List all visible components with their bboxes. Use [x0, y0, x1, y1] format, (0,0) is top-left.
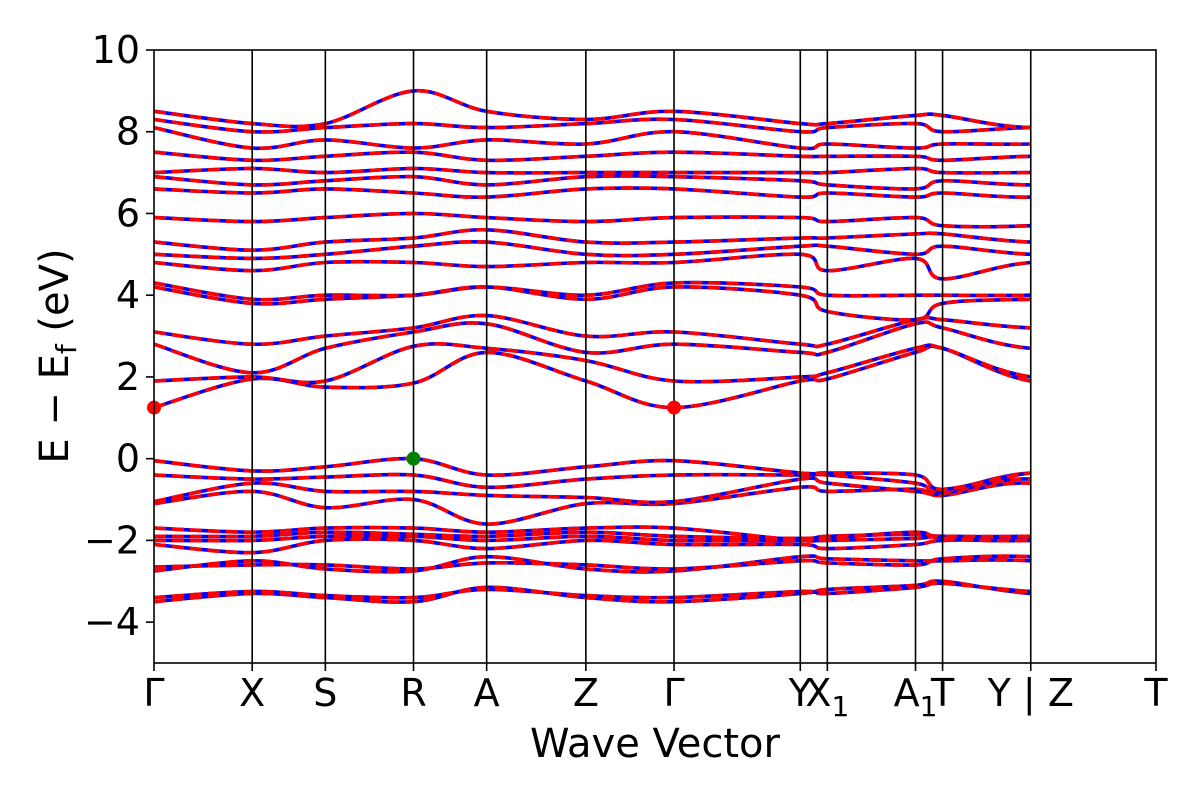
band-5-dashed — [153, 537, 1031, 555]
x-tick-label: X — [239, 671, 265, 715]
y-axis-ticks: 10 8 6 4 2 0 −2 −4 — [84, 28, 154, 644]
band-13-dashed — [153, 344, 1032, 410]
y-tick-label: −2 — [84, 518, 140, 562]
band-15-dashed — [153, 320, 1031, 375]
band-16-dashed — [153, 313, 1031, 349]
x-tick-label: T — [930, 671, 955, 715]
x-tick-label: Z — [573, 671, 599, 715]
cbm-marker — [667, 400, 682, 415]
x-tick-label: Y | Z — [987, 671, 1074, 716]
band-21-dashed — [153, 227, 1031, 253]
x-tick-label: Γ — [143, 671, 164, 715]
x-tick-label: Y — [788, 671, 813, 715]
y-axis-title-subscript: f — [50, 343, 83, 354]
x-tick-label: R — [400, 671, 426, 715]
y-tick-label: 0 — [116, 437, 140, 481]
y-tick-label: 2 — [116, 355, 140, 399]
x-tick-label: Γ — [663, 671, 684, 715]
kpoint-lines — [251, 50, 1032, 663]
y-axis-title-unit: (eV) — [32, 248, 78, 344]
bands-layer — [153, 89, 1032, 604]
x-tick-label: A1 — [894, 671, 938, 723]
band-22-dashed — [153, 211, 1031, 229]
x-tick-label: T — [1143, 671, 1168, 715]
y-tick-label: 4 — [116, 273, 140, 317]
band-13-solid — [153, 344, 1032, 410]
y-tick-label: 10 — [92, 28, 140, 72]
x-axis-title: Wave Vector — [530, 721, 781, 767]
x-tick-label: X1 — [805, 671, 849, 723]
y-tick-label: 6 — [116, 191, 140, 235]
band-27-dashed — [153, 125, 1031, 151]
vbm-marker — [406, 451, 421, 466]
band-19-dashed — [153, 252, 1031, 281]
band-25-dashed — [153, 166, 1031, 175]
x-tick-label: A — [474, 671, 500, 715]
band-26-dashed — [153, 150, 1031, 163]
y-tick-label: −4 — [84, 600, 140, 644]
band-17-dashed — [153, 285, 1031, 322]
x-tick-label: S — [313, 671, 337, 715]
y-axis-title-main: E − E — [32, 354, 78, 464]
plot-frame — [153, 49, 1157, 664]
y-tick-label: 8 — [116, 110, 140, 154]
y-axis-title: E − Ef (eV) — [32, 248, 83, 463]
band-18-dashed — [153, 280, 1031, 302]
